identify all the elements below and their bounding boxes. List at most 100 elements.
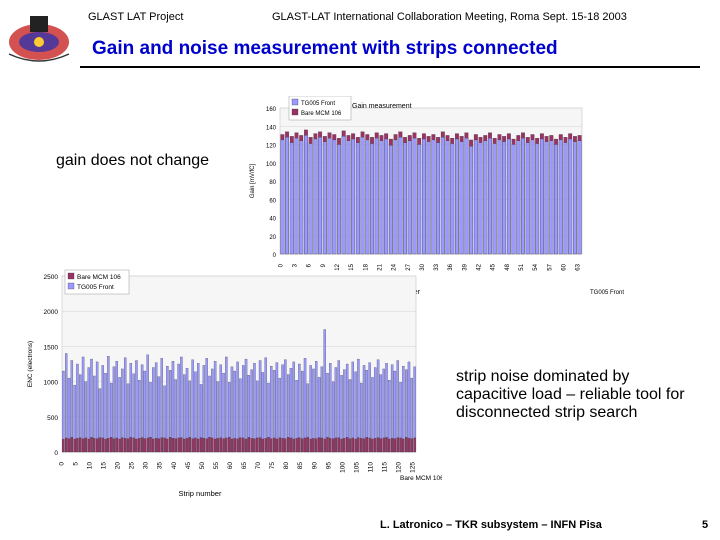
bar (323, 329, 326, 453)
bar (331, 438, 335, 453)
bar (247, 437, 251, 453)
bar (384, 138, 389, 255)
bar (374, 137, 379, 255)
bar (118, 438, 121, 453)
x-tick-label: 15 (349, 263, 355, 270)
bar (225, 356, 228, 453)
bar (417, 144, 422, 255)
page-number: 5 (702, 519, 709, 531)
project-label: GLAST LAT Project (88, 11, 184, 23)
bar (73, 438, 76, 453)
bar (469, 146, 474, 255)
y-tick-label: 2000 (44, 309, 59, 316)
bar (478, 142, 483, 255)
bar (340, 438, 343, 453)
x-tick-label: 115 (382, 462, 389, 473)
x-tick-label: 30 (420, 263, 426, 270)
bar (402, 438, 405, 453)
bar (225, 437, 228, 453)
legend-swatch (67, 282, 75, 290)
x-tick-label: 63 (576, 263, 582, 270)
bar (554, 144, 558, 255)
x-tick-label: 120 (396, 462, 403, 473)
bar (157, 438, 161, 453)
bar (236, 438, 239, 453)
x-tick-label: 110 (367, 462, 374, 473)
bar (306, 437, 310, 453)
bar (292, 361, 295, 453)
bar (284, 359, 287, 453)
x-tick-label: 50 (199, 462, 206, 470)
bar (322, 141, 327, 255)
bar (374, 438, 377, 453)
bar (242, 437, 245, 453)
bar (521, 137, 525, 255)
legend-label: Bare MCM 106 (77, 274, 121, 281)
bar (129, 437, 133, 453)
bar (337, 437, 340, 453)
x-tick-label: 70 (255, 462, 262, 470)
bar (483, 140, 488, 255)
bar (320, 437, 324, 453)
x-tick-label: 65 (241, 462, 248, 470)
chart-title: Gain measurement (352, 103, 412, 110)
bar (431, 139, 436, 255)
bar (390, 438, 394, 453)
bar (278, 437, 281, 453)
bar (329, 438, 332, 453)
y-axis-label: ENC (electrons) (27, 341, 34, 387)
bar (132, 437, 135, 453)
bar (135, 360, 138, 453)
bar (404, 437, 408, 453)
bar (233, 438, 236, 453)
back-series-label: Bare MCM 106 (400, 475, 442, 482)
bar (98, 437, 102, 453)
x-tick-label: 18 (363, 263, 369, 270)
bar (341, 136, 346, 255)
bar (371, 438, 374, 453)
bar (382, 437, 385, 453)
x-tick-label: 3 (293, 263, 299, 267)
bar (301, 438, 304, 453)
bar (326, 437, 329, 453)
x-tick-label: 42 (477, 263, 483, 270)
bar (76, 438, 79, 453)
bar (357, 437, 360, 453)
x-tick-label: 33 (434, 263, 440, 270)
bar (109, 437, 113, 453)
x-tick-label: 60 (227, 462, 234, 470)
y-tick-label: 2500 (44, 274, 59, 281)
bar (160, 437, 163, 453)
bar (346, 140, 351, 255)
bar (436, 142, 440, 255)
bar (388, 145, 393, 255)
bar (270, 438, 273, 453)
legend: TG005 Front Bare MCM 106 (288, 96, 352, 121)
bar (348, 438, 352, 453)
footer-credit: L. Latronico – TKR subsystem – INFN Pisa (380, 519, 602, 531)
x-tick-label: 36 (448, 263, 454, 270)
bar (230, 438, 234, 453)
legend-box (288, 96, 352, 121)
bar (149, 437, 152, 453)
bar (360, 137, 365, 255)
y-tick-label: 160 (266, 107, 277, 113)
bar (407, 140, 412, 255)
bar (492, 143, 497, 255)
bar (318, 137, 323, 255)
x-tick-label: 85 (297, 462, 304, 470)
bar (146, 437, 149, 453)
bar (84, 437, 88, 453)
x-tick-label: 9 (321, 263, 327, 267)
bar (368, 437, 371, 453)
bar (440, 137, 445, 255)
bar (312, 438, 315, 453)
bar (280, 139, 285, 255)
bar (191, 438, 194, 453)
bar (264, 357, 267, 453)
bar (577, 140, 582, 255)
x-tick-label: 54 (533, 263, 539, 270)
bar (79, 437, 82, 453)
glast-logo (8, 16, 70, 62)
